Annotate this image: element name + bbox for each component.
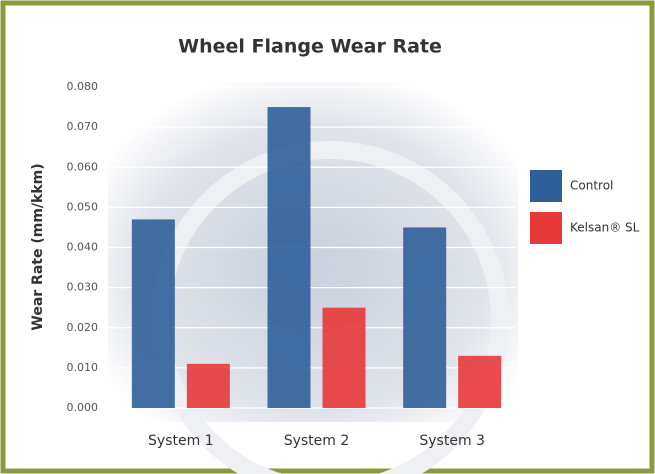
- legend-label: Control: [570, 179, 613, 193]
- y-tick-label: 0.040: [67, 241, 99, 254]
- bar: [323, 308, 366, 408]
- chart-title: Wheel Flange Wear Rate: [178, 36, 442, 58]
- x-tick-label: System 1: [148, 433, 214, 449]
- y-tick-label: 0.050: [67, 200, 99, 213]
- bar: [403, 227, 446, 408]
- x-tick-label: System 2: [284, 433, 350, 449]
- y-tick-label: 0.080: [67, 80, 99, 93]
- bar: [187, 364, 230, 408]
- y-axis-title: Wear Rate (mm/kkm): [30, 163, 46, 330]
- y-tick-label: 0.030: [67, 281, 99, 294]
- chart: Wheel Flange Wear Rate Wear Rate (mm/kkm…: [0, 0, 655, 474]
- x-tick-label: System 3: [419, 433, 485, 449]
- y-tick-label: 0.000: [67, 401, 99, 414]
- legend-swatch: [530, 170, 562, 202]
- legend-swatch: [530, 212, 562, 244]
- legend-label: Kelsan® SL: [570, 221, 640, 235]
- y-tick-label: 0.070: [67, 120, 99, 133]
- y-tick-label: 0.060: [67, 160, 99, 173]
- y-tick-label: 0.020: [67, 321, 99, 334]
- y-tick-label: 0.010: [67, 361, 99, 374]
- bar: [268, 107, 311, 408]
- bar: [132, 219, 175, 408]
- bar: [458, 356, 501, 408]
